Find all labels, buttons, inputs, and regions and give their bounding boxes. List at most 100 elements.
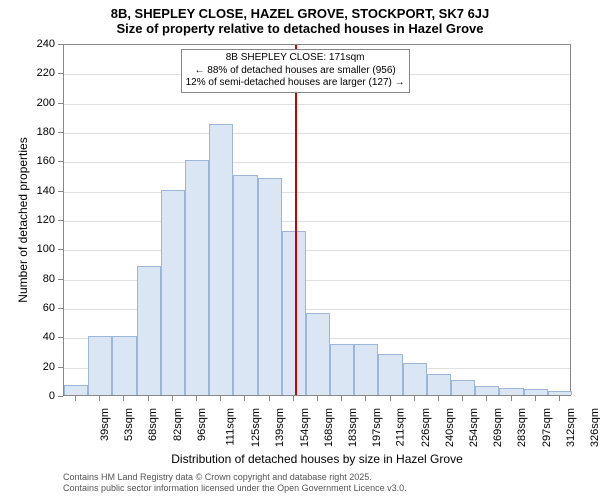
- histogram-bar: [330, 344, 354, 395]
- y-tick: [58, 44, 63, 45]
- x-tick-label: 111sqm: [225, 408, 237, 446]
- x-tick: [341, 396, 342, 401]
- attribution-footer: Contains HM Land Registry data © Crown c…: [63, 472, 407, 495]
- histogram-bar: [475, 386, 499, 395]
- y-tick: [58, 220, 63, 221]
- x-tick-label: 96sqm: [196, 408, 208, 441]
- x-tick: [414, 396, 415, 401]
- annotation-line: ← 88% of detached houses are smaller (95…: [186, 65, 405, 78]
- x-axis-title: Distribution of detached houses by size …: [63, 452, 571, 466]
- histogram-bar: [499, 388, 523, 395]
- x-tick: [244, 396, 245, 401]
- histogram-bar: [451, 380, 475, 395]
- x-tick-label: 125sqm: [250, 408, 262, 447]
- histogram-bar: [112, 336, 136, 395]
- y-tick-label: 80: [0, 273, 55, 285]
- x-tick-label: 183sqm: [347, 408, 359, 447]
- bars-group: [64, 45, 570, 395]
- x-tick-label: 269sqm: [492, 408, 504, 447]
- x-tick: [486, 396, 487, 401]
- annotation-line: 8B SHEPLEY CLOSE: 171sqm: [186, 52, 405, 65]
- x-tick: [75, 396, 76, 401]
- y-tick-label: 240: [0, 38, 55, 50]
- x-tick: [293, 396, 294, 401]
- x-tick: [220, 396, 221, 401]
- histogram-bar: [548, 391, 572, 395]
- x-tick-label: 53sqm: [123, 408, 135, 441]
- y-tick-label: 40: [0, 331, 55, 343]
- y-tick-label: 60: [0, 302, 55, 314]
- histogram-bar: [306, 313, 330, 395]
- y-tick: [58, 73, 63, 74]
- y-tick: [58, 191, 63, 192]
- attribution-line2: Contains public sector information licen…: [63, 483, 407, 494]
- y-tick-label: 140: [0, 185, 55, 197]
- x-tick: [317, 396, 318, 401]
- histogram-bar: [403, 363, 427, 395]
- x-tick-label: 139sqm: [275, 408, 287, 447]
- x-tick: [535, 396, 536, 401]
- histogram-bar: [354, 344, 378, 395]
- x-tick: [365, 396, 366, 401]
- x-tick-label: 254sqm: [468, 408, 480, 447]
- x-tick-label: 154sqm: [299, 408, 311, 447]
- y-tick-label: 220: [0, 67, 55, 79]
- y-tick: [58, 279, 63, 280]
- x-tick: [390, 396, 391, 401]
- histogram-bar: [88, 336, 112, 395]
- x-tick: [559, 396, 560, 401]
- y-tick-label: 160: [0, 155, 55, 167]
- x-tick: [462, 396, 463, 401]
- chart-title-line2: Size of property relative to detached ho…: [0, 21, 600, 36]
- x-tick-label: 283sqm: [516, 408, 528, 447]
- histogram-bar: [233, 175, 257, 395]
- histogram-bar: [282, 231, 306, 395]
- y-tick-label: 200: [0, 97, 55, 109]
- x-tick: [438, 396, 439, 401]
- y-tick: [58, 396, 63, 397]
- x-tick-label: 312sqm: [565, 408, 577, 447]
- y-tick-label: 0: [0, 390, 55, 402]
- histogram-bar: [258, 178, 282, 395]
- x-tick: [123, 396, 124, 401]
- histogram-bar: [161, 190, 185, 395]
- chart-container: 8B, SHEPLEY CLOSE, HAZEL GROVE, STOCKPOR…: [0, 0, 600, 500]
- x-tick: [172, 396, 173, 401]
- x-tick-label: 240sqm: [444, 408, 456, 447]
- plot-area: 8B SHEPLEY CLOSE: 171sqm← 88% of detache…: [63, 44, 571, 396]
- histogram-bar: [209, 124, 233, 395]
- y-tick: [58, 337, 63, 338]
- histogram-bar: [64, 385, 88, 395]
- x-tick: [269, 396, 270, 401]
- histogram-bar: [137, 266, 161, 395]
- y-tick: [58, 161, 63, 162]
- attribution-line1: Contains HM Land Registry data © Crown c…: [63, 472, 407, 483]
- chart-title-line1: 8B, SHEPLEY CLOSE, HAZEL GROVE, STOCKPOR…: [0, 0, 600, 21]
- histogram-bar: [524, 389, 548, 395]
- y-tick: [58, 367, 63, 368]
- x-tick: [196, 396, 197, 401]
- x-tick-label: 326sqm: [589, 408, 600, 447]
- annotation-line: 12% of semi-detached houses are larger (…: [186, 77, 405, 90]
- x-tick-label: 297sqm: [541, 408, 553, 447]
- x-tick-label: 211sqm: [395, 408, 407, 446]
- x-tick-label: 168sqm: [323, 408, 335, 447]
- histogram-bar: [378, 354, 402, 395]
- y-tick-label: 180: [0, 126, 55, 138]
- histogram-bar: [427, 374, 451, 395]
- y-tick: [58, 132, 63, 133]
- histogram-bar: [185, 160, 209, 395]
- x-tick: [511, 396, 512, 401]
- annotation-box: 8B SHEPLEY CLOSE: 171sqm← 88% of detache…: [181, 49, 410, 93]
- x-tick-label: 226sqm: [420, 408, 432, 447]
- y-tick: [58, 308, 63, 309]
- x-tick: [148, 396, 149, 401]
- x-tick-label: 197sqm: [371, 408, 383, 447]
- y-tick-label: 120: [0, 214, 55, 226]
- x-tick-label: 68sqm: [148, 408, 160, 441]
- x-tick-label: 82sqm: [172, 408, 184, 441]
- y-tick-label: 20: [0, 361, 55, 373]
- y-tick-label: 100: [0, 243, 55, 255]
- reference-line: [295, 45, 297, 395]
- x-tick-label: 39sqm: [99, 408, 111, 441]
